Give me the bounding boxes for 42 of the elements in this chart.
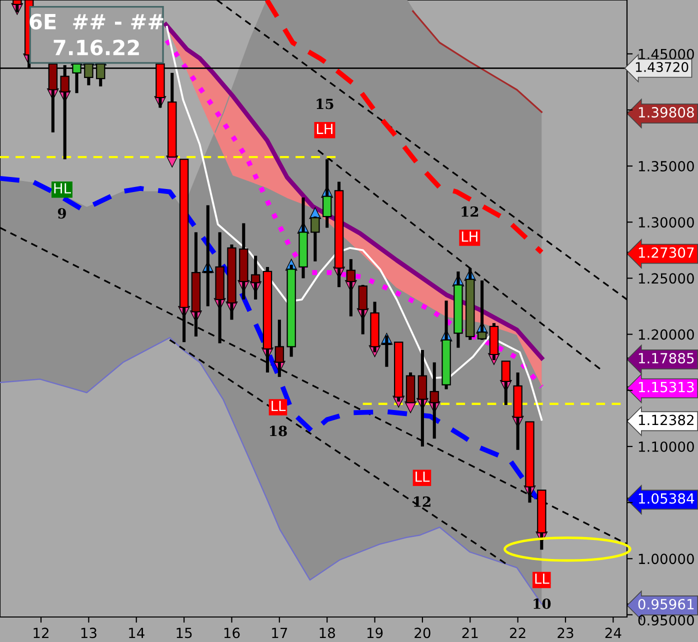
x-tick-label: 15 xyxy=(176,628,192,638)
x-tick-label: 19 xyxy=(367,628,383,638)
y-tick-label: 1.25000 xyxy=(638,273,694,284)
x-tick-label: 13 xyxy=(81,628,96,638)
y-tick-label: 1.27307 xyxy=(638,247,694,258)
x-tick-label: 17 xyxy=(272,628,288,638)
x-tick-label: 18 xyxy=(320,628,335,638)
annotation: 15 xyxy=(316,98,334,110)
x-tick-label: 23 xyxy=(558,628,574,638)
y-tick-label: 1.30000 xyxy=(638,217,694,228)
annotation: LL xyxy=(416,472,430,482)
y-tick-label: 0.95961 xyxy=(638,598,694,610)
x-tick-label: 22 xyxy=(510,628,526,638)
x-tick-label: 12 xyxy=(34,628,48,638)
annotation: LL xyxy=(535,574,550,584)
x-tick-label: 24 xyxy=(605,628,622,638)
y-tick-label: 1.20000 xyxy=(638,329,694,340)
annotation: 18 xyxy=(270,426,287,436)
x-tick-label: 20 xyxy=(414,628,430,638)
annotation: 12 xyxy=(414,496,430,507)
y-tick-label: 1.10000 xyxy=(638,441,694,452)
y-tick-label: 0.95000 xyxy=(638,615,694,626)
text: 7.16.22 xyxy=(54,40,139,56)
y-tick-label: 1.45000 xyxy=(638,48,694,60)
annotation: HL xyxy=(54,183,71,194)
y-tick-label: 1.05384 xyxy=(638,493,694,504)
annotation: 9 xyxy=(58,208,66,219)
annotation: LH xyxy=(316,124,332,134)
y-tick-label: 1.35000 xyxy=(638,161,694,172)
annotation: LH xyxy=(462,232,478,242)
ref-line-label: 1.43720 xyxy=(636,62,688,72)
y-tick-label: 1.12382 xyxy=(638,414,694,426)
x-tick-label: 16 xyxy=(224,628,240,638)
x-tick-label: 21 xyxy=(462,628,478,638)
annotation: 10 xyxy=(534,598,551,610)
annotation: LL xyxy=(272,400,286,412)
y-tick-label: 1.15313 xyxy=(638,382,694,392)
annotation: 12 xyxy=(462,206,478,217)
y-tick-label: 1.39808 xyxy=(638,107,694,118)
y-tick-label: 1.00000 xyxy=(638,554,694,564)
y-tick-label: 1.17885 xyxy=(638,352,694,364)
x-tick-label: 14 xyxy=(129,628,144,638)
